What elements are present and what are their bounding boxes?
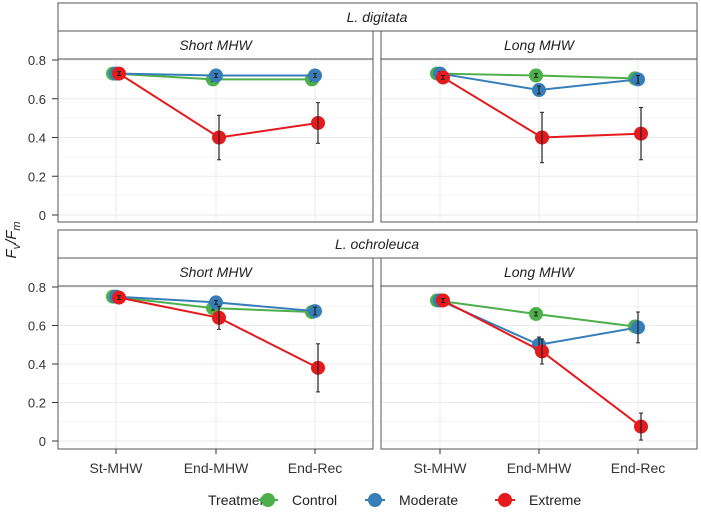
y-tick-label: 0.6 [28,92,46,107]
y-tick-label: 0 [39,208,46,223]
species-label: L. digitata [347,9,408,25]
x-tick-label: End-MHW [184,460,249,476]
legend-label: Control [292,492,337,508]
legend-key-extreme [498,493,512,507]
panel-strip [380,30,698,60]
panel-title: Long MHW [504,37,576,53]
species-strip [57,229,698,259]
panel-strip [380,257,698,287]
y-axis-label-part: v [11,242,23,249]
y-tick-label: 0.8 [28,53,46,68]
panel-title: Long MHW [504,264,576,280]
panel-border [57,58,374,223]
y-tick-label: 0.4 [28,131,46,146]
panel-plot [57,58,374,223]
panel-title: Short MHW [179,37,253,53]
legend-label: Moderate [399,492,458,508]
panel-plot [57,285,374,450]
y-axis-label: Fv/Fm [3,221,23,258]
y-axis-label-part: m [11,221,23,230]
x-tick-label: St-MHW [414,460,468,476]
y-tick-label: 0.4 [28,357,46,372]
panel-plot [380,285,698,450]
x-tick-label: St-MHW [90,460,144,476]
panel-title: Short MHW [179,264,253,280]
y-axis-label-part: /F [3,230,20,245]
panel-strip [57,257,374,287]
legend-key-moderate [368,493,382,507]
y-tick-label: 0.2 [28,169,46,184]
y-axis-label-part: F [3,249,20,259]
legend-key-control [261,493,275,507]
y-tick-label: 0.8 [28,280,46,295]
y-tick-label: 0 [39,434,46,449]
species-label: L. ochroleuca [335,236,419,252]
x-tick-label: End-Rec [611,460,665,476]
y-tick-label: 0.6 [28,319,46,334]
x-tick-label: End-Rec [288,460,342,476]
y-tick-label: 0.2 [28,396,46,411]
panel-border [380,58,698,223]
panel-plot [380,58,698,223]
species-strip [57,2,698,32]
x-tick-label: End-MHW [507,460,572,476]
legend-title: Treatment [208,492,271,508]
legend-label: Extreme [529,492,581,508]
